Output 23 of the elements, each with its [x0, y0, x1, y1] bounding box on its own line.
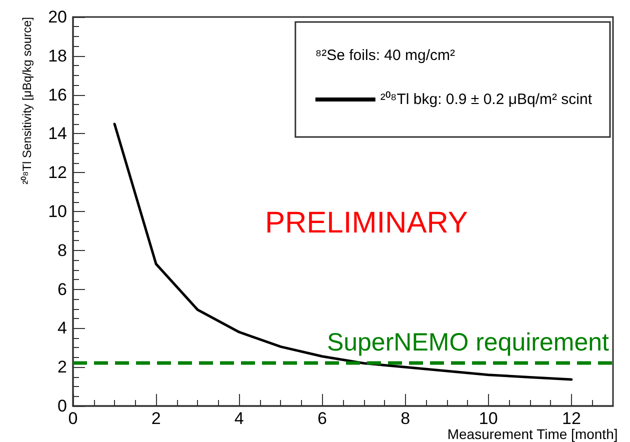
x-tick-label: 4	[234, 409, 244, 428]
y-tick-label: 18	[48, 46, 67, 66]
y-tick-label: 0	[58, 396, 67, 416]
y-axis-title: ²⁰⁸Tl Sensitivity [μBq/kg source]	[20, 17, 34, 184]
y-tick-label: 10	[48, 202, 67, 221]
x-tick-label: 8	[400, 409, 410, 428]
x-tick-label: 10	[478, 409, 498, 428]
x-tick-label: 2	[151, 409, 161, 428]
y-tick-label: 2	[58, 358, 67, 377]
y-tick-label: 12	[48, 163, 67, 182]
y-tick-label: 14	[48, 124, 67, 144]
legend-label: ²⁰⁸Tl bkg: 0.9 ± 0.2 μBq/m² scint	[380, 91, 593, 108]
ref-line-label: SuperNEMO requirement	[326, 328, 610, 357]
y-tick-label: 16	[48, 85, 67, 104]
x-axis-title: Measurement Time [month]	[447, 426, 618, 442]
x-tick-label: 12	[562, 409, 581, 428]
y-tick-label: 8	[58, 240, 67, 260]
y-tick-label: 6	[58, 280, 67, 299]
legend-title: ⁸²Se foils: 40 mg/cm²	[315, 47, 456, 64]
y-tick-label: 4	[58, 318, 67, 338]
x-tick-label: 6	[317, 409, 327, 428]
y-tick-label: 20	[48, 8, 67, 26]
annotation: PRELIMINARY	[265, 206, 468, 240]
